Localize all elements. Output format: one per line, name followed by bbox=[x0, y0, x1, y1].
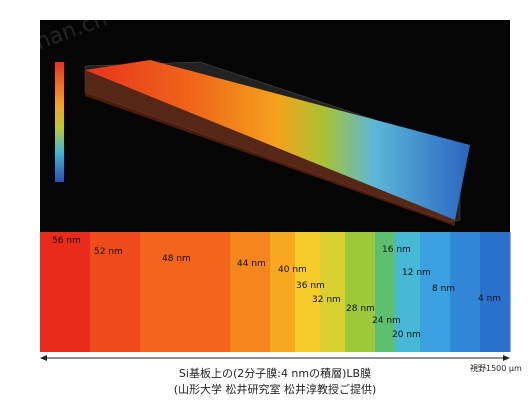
arrow-head bbox=[40, 355, 47, 361]
layer-band bbox=[90, 232, 141, 352]
layer-band bbox=[395, 232, 421, 352]
layer-band bbox=[295, 232, 321, 352]
layer-label: 36 nm bbox=[296, 281, 325, 291]
slab-surface bbox=[85, 60, 470, 220]
layer-band bbox=[375, 232, 396, 352]
layer-label: 16 nm bbox=[382, 245, 411, 255]
layer-band bbox=[140, 232, 231, 352]
layer-band bbox=[345, 232, 376, 352]
layer-label: 24 nm bbox=[372, 316, 401, 326]
afm-map bbox=[40, 232, 511, 352]
layer-band bbox=[320, 232, 346, 352]
layer-band bbox=[420, 232, 451, 352]
layer-label: 8 nm bbox=[432, 284, 455, 294]
layer-label: 48 nm bbox=[162, 254, 191, 264]
layer-label: 56 nm bbox=[52, 236, 81, 246]
layer-label: 32 nm bbox=[312, 295, 341, 305]
color-bar bbox=[55, 62, 64, 182]
layer-band bbox=[40, 232, 91, 352]
caption: (山形大学 松井研究室 松井淳教授ご提供) bbox=[174, 382, 377, 396]
slab-side bbox=[85, 70, 455, 226]
layer-band bbox=[450, 232, 481, 352]
arrow-head bbox=[503, 355, 510, 361]
caption: Si基板上の(2分子膜:4 nmの積層)LB膜 bbox=[179, 366, 371, 380]
layer-label: 20 nm bbox=[392, 330, 421, 340]
layer-label: 40 nm bbox=[278, 265, 307, 275]
layer-label: 52 nm bbox=[94, 247, 123, 257]
layer-label: 28 nm bbox=[346, 304, 375, 314]
layer-label: 44 nm bbox=[237, 259, 266, 269]
layer-band bbox=[480, 232, 511, 352]
layer-label: 4 nm bbox=[478, 294, 501, 304]
layer-band bbox=[270, 232, 296, 352]
layer-band bbox=[230, 232, 271, 352]
scale-label: 視野1500 μm bbox=[470, 364, 522, 373]
layer-label: 12 nm bbox=[402, 268, 431, 278]
